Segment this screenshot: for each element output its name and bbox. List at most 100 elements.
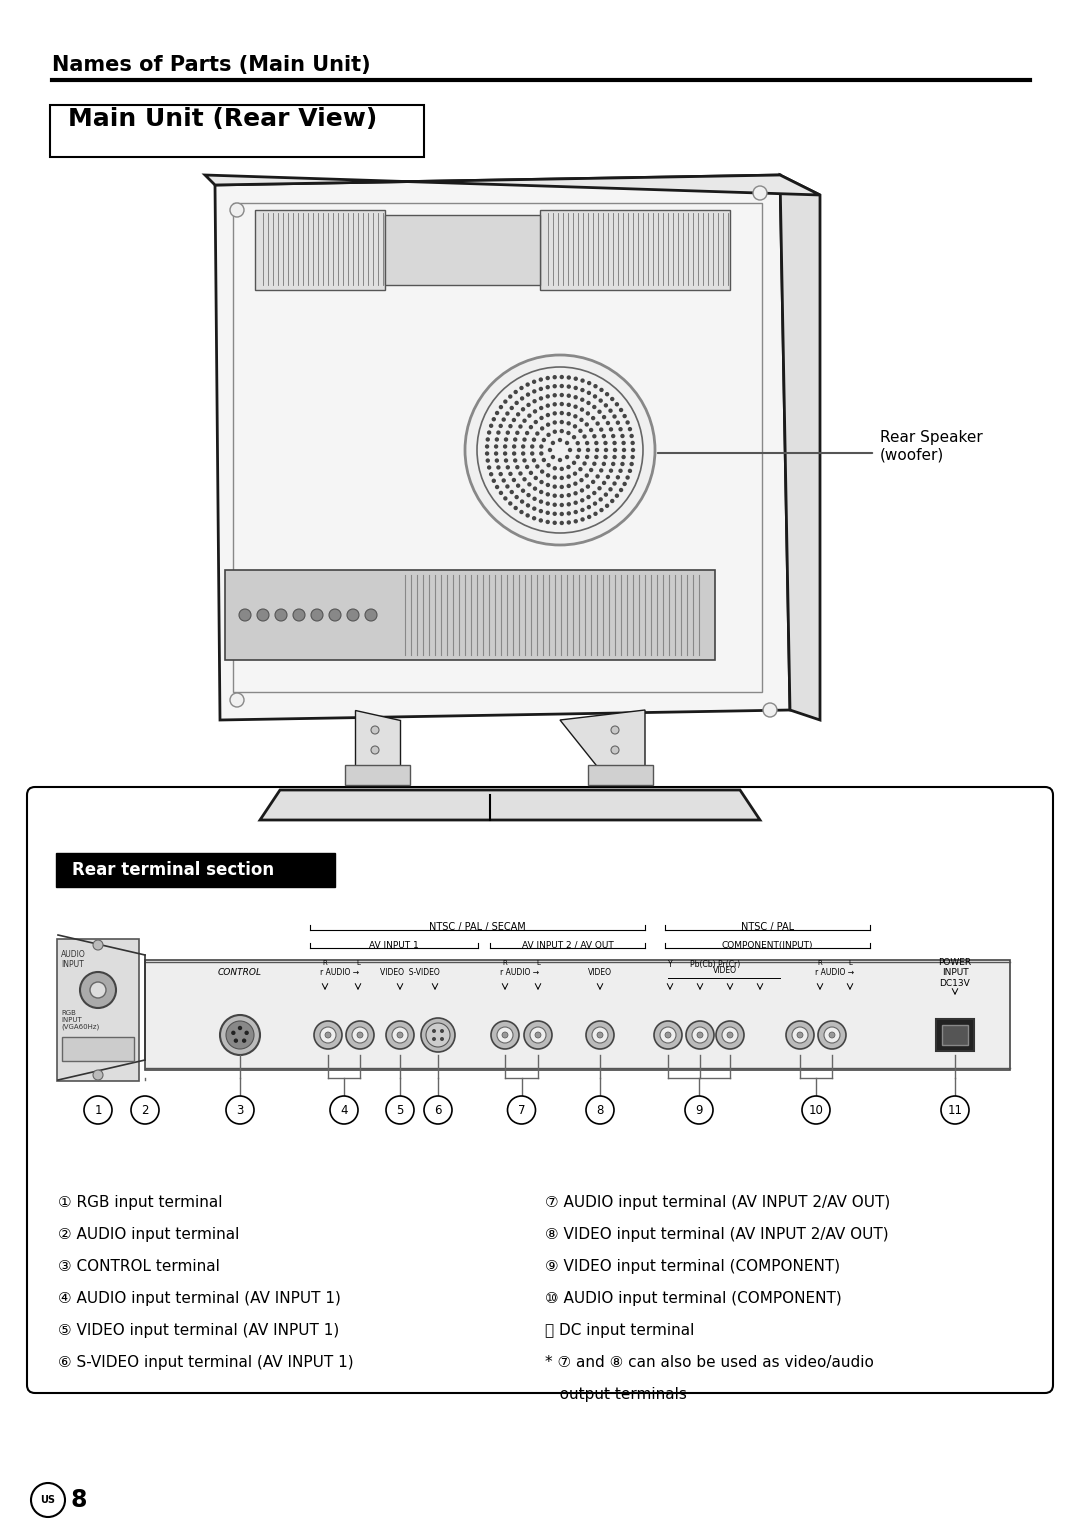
Circle shape bbox=[592, 1027, 608, 1042]
Circle shape bbox=[534, 421, 538, 424]
Circle shape bbox=[595, 448, 599, 453]
Circle shape bbox=[592, 462, 596, 467]
Polygon shape bbox=[561, 711, 645, 771]
Circle shape bbox=[545, 484, 550, 487]
Circle shape bbox=[257, 609, 269, 622]
Circle shape bbox=[595, 421, 599, 425]
Circle shape bbox=[593, 511, 597, 516]
Circle shape bbox=[523, 437, 527, 442]
Circle shape bbox=[559, 494, 564, 499]
Text: output terminals: output terminals bbox=[545, 1388, 687, 1401]
Circle shape bbox=[586, 381, 592, 385]
Text: ⑨ VIDEO input terminal (COMPONENT): ⑨ VIDEO input terminal (COMPONENT) bbox=[545, 1259, 840, 1274]
Circle shape bbox=[586, 401, 591, 405]
Text: CONTROL: CONTROL bbox=[218, 969, 262, 976]
Circle shape bbox=[440, 1028, 444, 1033]
Circle shape bbox=[586, 514, 592, 519]
Circle shape bbox=[612, 414, 617, 419]
Circle shape bbox=[594, 454, 598, 459]
Circle shape bbox=[510, 490, 514, 494]
Circle shape bbox=[665, 1032, 671, 1038]
Circle shape bbox=[501, 479, 505, 482]
Circle shape bbox=[582, 462, 586, 465]
Circle shape bbox=[579, 418, 583, 422]
Circle shape bbox=[523, 419, 527, 424]
Circle shape bbox=[605, 391, 609, 396]
Circle shape bbox=[557, 457, 563, 462]
Circle shape bbox=[580, 497, 584, 502]
Circle shape bbox=[233, 1039, 238, 1042]
Text: L: L bbox=[356, 959, 360, 966]
Circle shape bbox=[512, 451, 516, 456]
Text: ⑤ VIDEO input terminal (AV INPUT 1): ⑤ VIDEO input terminal (AV INPUT 1) bbox=[58, 1323, 339, 1339]
Circle shape bbox=[477, 367, 643, 533]
Circle shape bbox=[496, 465, 501, 470]
Circle shape bbox=[605, 503, 609, 508]
Circle shape bbox=[604, 454, 608, 459]
FancyBboxPatch shape bbox=[936, 1019, 974, 1051]
Text: 8: 8 bbox=[70, 1487, 86, 1512]
Circle shape bbox=[631, 454, 635, 459]
Circle shape bbox=[491, 418, 496, 422]
Circle shape bbox=[509, 424, 513, 428]
Circle shape bbox=[545, 394, 550, 399]
Circle shape bbox=[491, 1021, 519, 1048]
Text: * ⑦ and ⑧ can also be used as video/audio: * ⑦ and ⑧ can also be used as video/audi… bbox=[545, 1355, 874, 1371]
Circle shape bbox=[539, 378, 543, 382]
Text: Pb(Cb) Pr(Cr): Pb(Cb) Pr(Cr) bbox=[690, 959, 740, 969]
Circle shape bbox=[293, 609, 305, 622]
Circle shape bbox=[553, 520, 557, 525]
Circle shape bbox=[539, 510, 543, 513]
Circle shape bbox=[553, 430, 557, 434]
Circle shape bbox=[535, 1032, 541, 1038]
Circle shape bbox=[320, 1027, 336, 1042]
Circle shape bbox=[486, 437, 490, 442]
Circle shape bbox=[534, 476, 538, 480]
Circle shape bbox=[611, 462, 616, 467]
Text: Rear terminal section: Rear terminal section bbox=[72, 861, 274, 880]
Text: 8: 8 bbox=[596, 1104, 604, 1116]
Circle shape bbox=[553, 502, 557, 507]
Circle shape bbox=[567, 402, 571, 407]
Circle shape bbox=[598, 497, 603, 502]
Circle shape bbox=[505, 484, 510, 488]
Text: 6: 6 bbox=[434, 1104, 442, 1116]
Circle shape bbox=[545, 511, 550, 516]
Circle shape bbox=[503, 496, 508, 500]
Circle shape bbox=[512, 477, 516, 482]
Circle shape bbox=[525, 431, 529, 436]
Circle shape bbox=[576, 441, 580, 445]
Text: 4: 4 bbox=[340, 1104, 348, 1116]
Circle shape bbox=[591, 480, 595, 484]
Circle shape bbox=[941, 1096, 969, 1124]
Circle shape bbox=[567, 484, 571, 488]
Circle shape bbox=[559, 485, 564, 490]
Circle shape bbox=[513, 437, 517, 442]
Circle shape bbox=[503, 399, 508, 404]
Circle shape bbox=[619, 408, 623, 413]
Text: R: R bbox=[818, 959, 822, 966]
Circle shape bbox=[565, 454, 569, 459]
Circle shape bbox=[505, 430, 510, 434]
Circle shape bbox=[599, 468, 604, 473]
Circle shape bbox=[557, 437, 563, 442]
Text: VIDEO  S-VIDEO: VIDEO S-VIDEO bbox=[380, 969, 440, 976]
Circle shape bbox=[489, 473, 494, 476]
Circle shape bbox=[620, 434, 624, 437]
Circle shape bbox=[347, 609, 359, 622]
Circle shape bbox=[392, 1027, 408, 1042]
Circle shape bbox=[421, 1018, 455, 1051]
Circle shape bbox=[542, 457, 546, 462]
Text: COMPONENT(INPUT): COMPONENT(INPUT) bbox=[721, 941, 813, 950]
Circle shape bbox=[242, 1039, 246, 1042]
Circle shape bbox=[536, 464, 540, 468]
Circle shape bbox=[599, 427, 604, 431]
Circle shape bbox=[553, 393, 557, 398]
Circle shape bbox=[630, 434, 634, 437]
Text: ① RGB input terminal: ① RGB input terminal bbox=[58, 1196, 222, 1210]
Circle shape bbox=[602, 480, 606, 485]
Circle shape bbox=[619, 468, 623, 473]
Circle shape bbox=[604, 441, 608, 445]
Circle shape bbox=[545, 385, 550, 390]
Circle shape bbox=[314, 1021, 342, 1048]
